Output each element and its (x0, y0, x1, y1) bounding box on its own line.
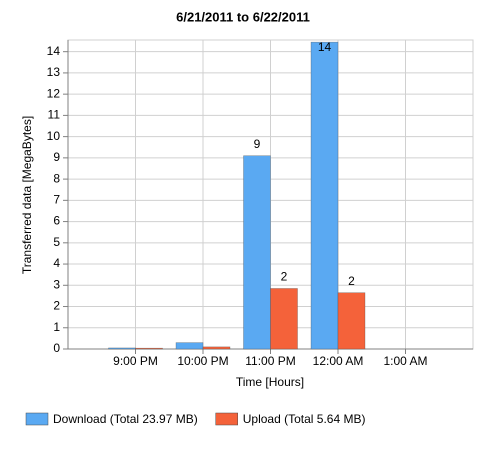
bar (202, 346, 231, 350)
y-tick-label: 12 (47, 86, 61, 100)
y-tick-label: 2 (53, 299, 60, 313)
y-tick-label: 7 (53, 193, 60, 207)
y-tick-label: 1 (53, 320, 60, 334)
bar (337, 292, 366, 350)
y-tick-label: 6 (53, 214, 60, 228)
y-tick-label: 3 (53, 277, 60, 291)
x-tick-label: 1:00 AM (383, 354, 427, 368)
value-label: 9 (254, 137, 261, 151)
y-tick-label: 11 (48, 108, 61, 122)
chart-title: 6/21/2011 to 6/22/2011 (176, 9, 310, 24)
bar (175, 342, 204, 350)
y-tick-label: 4 (53, 256, 60, 270)
legend-swatch (215, 412, 238, 426)
x-tick-label: 9:00 PM (113, 354, 158, 368)
y-tick-label: 9 (53, 150, 60, 164)
y-tick-label: 5 (53, 235, 60, 249)
bar (135, 347, 163, 350)
value-label: 14 (318, 40, 332, 54)
value-label: 2 (348, 274, 355, 288)
legend-label: Download (Total 23.97 MB) (53, 412, 198, 426)
legend-label: Upload (Total 5.64 MB) (243, 412, 366, 426)
y-tick-label: 13 (47, 65, 61, 79)
x-tick-label: 11:00 PM (245, 354, 295, 368)
y-tick-label: 8 (53, 171, 60, 185)
bar (310, 41, 339, 350)
legend-swatch (25, 412, 49, 426)
bar (108, 347, 136, 350)
y-tick-label: 14 (47, 44, 61, 58)
bar (243, 155, 271, 350)
x-axis-label: Time [Hours] (236, 375, 304, 389)
y-tick-label: 10 (47, 129, 61, 143)
x-tick-label: 12:00 AM (313, 354, 364, 368)
bar (270, 288, 298, 350)
y-tick-label: 0 (53, 341, 60, 355)
x-tick-label: 10:00 PM (177, 354, 228, 368)
value-label: 2 (281, 270, 288, 284)
y-axis-label: Transferred data [MegaBytes] (20, 116, 34, 274)
